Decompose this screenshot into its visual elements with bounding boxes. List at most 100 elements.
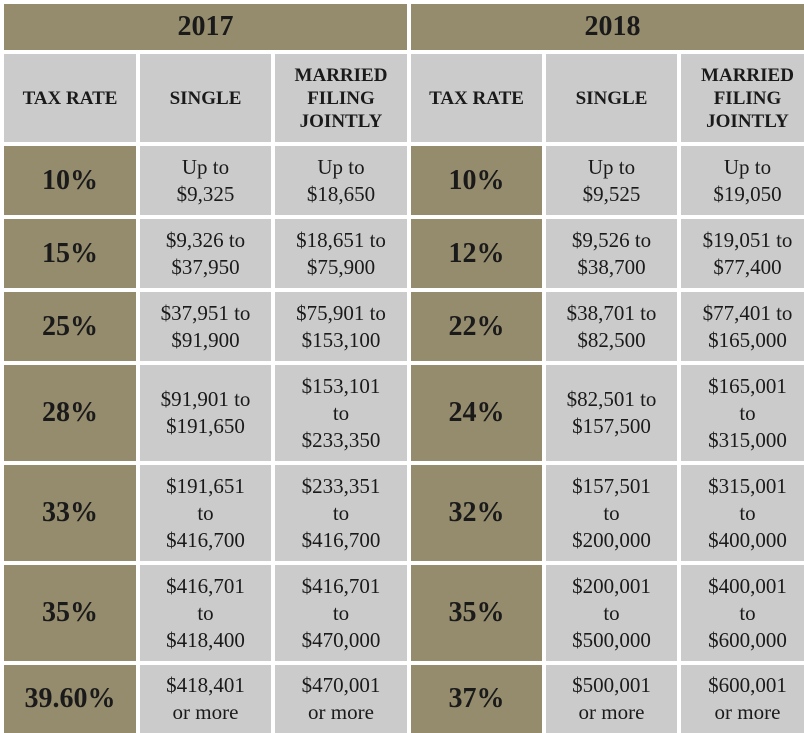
cell-line: $165,000	[708, 327, 787, 352]
cell-line: $500,000	[572, 627, 651, 652]
cell-line: to	[332, 600, 350, 625]
year-header-2018: 2018	[411, 4, 804, 50]
column-header-single: SINGLE	[140, 54, 271, 142]
cell-line: or more	[308, 700, 374, 724]
year-header-2017: 2017	[4, 4, 407, 50]
cell-line: $416,700	[301, 527, 381, 552]
cell-line: $470,001	[301, 673, 381, 697]
cell-line: $91,901 to	[160, 387, 251, 411]
cell-line: $233,350	[301, 427, 381, 452]
rate-cell: 37%	[411, 665, 542, 733]
married-bracket-cell: $19,051 to $77,400	[681, 219, 804, 288]
married-bracket-cell: $77,401 to $165,000	[681, 292, 804, 361]
single-bracket-cell: Up to $9,525	[546, 146, 677, 215]
cell-line: $82,500	[577, 327, 646, 352]
married-bracket-cell: $75,901 to $153,100	[275, 292, 407, 361]
cell-line: $9,525	[582, 181, 641, 206]
rate-cell: 12%	[411, 219, 542, 288]
cell-line: $37,951 to	[160, 300, 251, 325]
header-line: FILING	[307, 87, 375, 109]
single-bracket-cell: $500,001 or more	[546, 665, 677, 733]
single-bracket-cell: $82,501 to $157,500	[546, 365, 677, 461]
single-bracket-cell: $418,401 or more	[140, 665, 271, 733]
married-bracket-cell: Up to $18,650	[275, 146, 407, 215]
single-bracket-cell: $38,701 to $82,500	[546, 292, 677, 361]
cell-line: $470,000	[301, 627, 381, 652]
single-bracket-cell: $9,526 to $38,700	[546, 219, 677, 288]
cell-line: or more	[714, 700, 781, 724]
cell-line: Up to	[587, 154, 636, 179]
cell-line: $416,701	[301, 573, 381, 598]
cell-line: to	[603, 500, 620, 525]
cell-line: $600,000	[708, 627, 787, 652]
cell-line: $77,401 to	[702, 300, 793, 325]
cell-line: $19,050	[713, 181, 782, 206]
column-header-tax-rate: TAX RATE	[4, 54, 136, 142]
cell-line: $38,700	[577, 254, 646, 279]
cell-line: $157,500	[572, 414, 651, 438]
cell-line: $91,900	[171, 327, 240, 352]
single-bracket-cell: $191,651 to $416,700	[140, 465, 271, 561]
married-bracket-cell: $400,001 to $600,000	[681, 565, 804, 661]
single-bracket-cell: $416,701 to $418,400	[140, 565, 271, 661]
cell-line: $75,901 to	[296, 300, 386, 325]
cell-line: $500,001	[572, 673, 651, 697]
column-header-single: SINGLE	[546, 54, 677, 142]
cell-line: $200,000	[572, 527, 651, 552]
single-bracket-cell: Up to $9,325	[140, 146, 271, 215]
cell-line: $18,650	[306, 181, 376, 206]
cell-line: $38,701 to	[566, 300, 657, 325]
cell-line: $191,650	[166, 414, 245, 438]
married-bracket-cell: $470,001 or more	[275, 665, 407, 733]
cell-line: $75,900	[306, 254, 376, 279]
column-header-married: MARRIED FILING JOINTLY	[275, 54, 407, 142]
header-line: MARRIED	[701, 64, 794, 86]
cell-line: $200,001	[572, 573, 651, 598]
header-line: JOINTLY	[706, 110, 789, 132]
cell-line: $600,001	[708, 673, 787, 697]
cell-line: $191,651	[166, 473, 245, 498]
rate-cell: 25%	[4, 292, 136, 361]
cell-line: or more	[172, 700, 239, 724]
header-line: MARRIED	[294, 64, 388, 86]
married-bracket-cell: $233,351 to $416,700	[275, 465, 407, 561]
cell-line: to	[603, 600, 620, 625]
rate-cell: 39.60%	[4, 665, 136, 733]
rate-cell: 24%	[411, 365, 542, 461]
header-line: JOINTLY	[299, 110, 383, 132]
cell-line: to	[197, 600, 214, 625]
header-line: FILING	[713, 87, 782, 109]
cell-line: $165,001	[708, 373, 787, 398]
single-bracket-cell: $200,001 to $500,000	[546, 565, 677, 661]
cell-line: to	[332, 500, 350, 525]
single-bracket-cell: $91,901 to $191,650	[140, 365, 271, 461]
married-bracket-cell: $416,701 to $470,000	[275, 565, 407, 661]
cell-line: to	[739, 600, 756, 625]
married-bracket-cell: $165,001 to $315,000	[681, 365, 804, 461]
cell-line: Up to	[723, 154, 772, 179]
married-bracket-cell: Up to $19,050	[681, 146, 804, 215]
cell-line: $418,400	[166, 627, 245, 652]
cell-line: Up to	[317, 154, 365, 179]
cell-line: $9,526 to	[571, 227, 652, 252]
cell-line: to	[739, 400, 756, 425]
rate-cell: 22%	[411, 292, 542, 361]
rate-cell: 10%	[411, 146, 542, 215]
cell-line: $18,651 to	[296, 227, 386, 252]
cell-line: $153,100	[301, 327, 381, 352]
cell-line: $9,326 to	[165, 227, 246, 252]
cell-line: $153,101	[301, 373, 381, 398]
rate-cell: 32%	[411, 465, 542, 561]
column-header-tax-rate: TAX RATE	[411, 54, 542, 142]
cell-line: $233,351	[301, 473, 381, 498]
rate-cell: 35%	[4, 565, 136, 661]
married-bracket-cell: $153,101 to $233,350	[275, 365, 407, 461]
cell-line: $82,501 to	[566, 387, 657, 411]
cell-line: $157,501	[572, 473, 651, 498]
cell-line: $416,700	[166, 527, 245, 552]
cell-line: $315,000	[708, 427, 787, 452]
cell-line: $9,325	[176, 181, 235, 206]
married-bracket-cell: $18,651 to $75,900	[275, 219, 407, 288]
rate-cell: 33%	[4, 465, 136, 561]
